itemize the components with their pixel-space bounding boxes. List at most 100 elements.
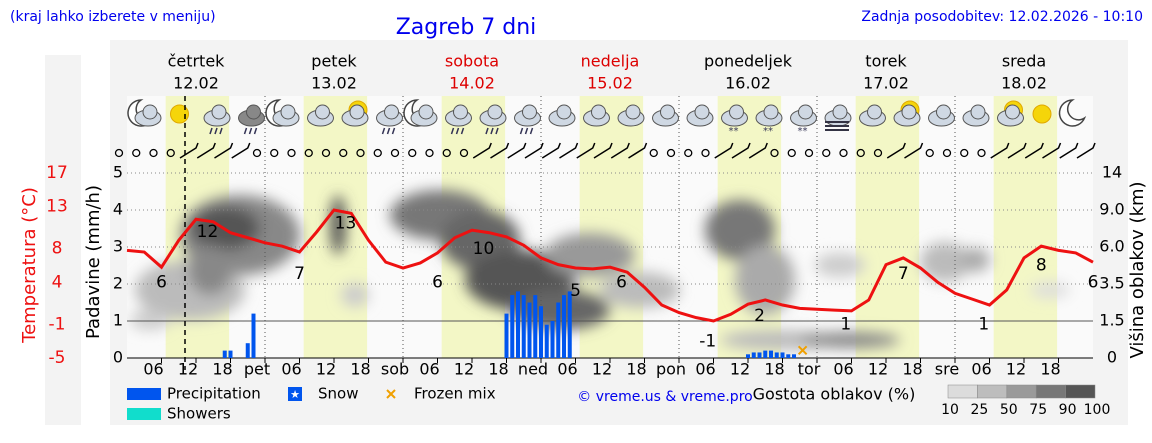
temperature-label: -1	[699, 331, 716, 351]
wind-barb	[1042, 142, 1062, 159]
t-tick-label: -5	[49, 348, 66, 368]
wind-calm	[442, 148, 451, 158]
day-name: sobota	[445, 52, 499, 71]
t-axis-title: Temperatura (°C)	[19, 187, 40, 344]
legend-label: Snow	[318, 385, 358, 403]
y2-tick-label: 3.5	[1099, 274, 1124, 293]
wind-calm	[701, 148, 710, 158]
snow-bar	[746, 354, 750, 358]
x-tick-label: 06	[419, 360, 439, 379]
rain	[209, 127, 223, 135]
y2-axis-title: Višina oblakov (km)	[1127, 181, 1148, 358]
snow-bar	[769, 350, 773, 358]
legend-swatch	[127, 408, 161, 420]
wind-calm	[787, 148, 796, 158]
wind-barb	[559, 142, 579, 159]
t-tick-label: -1	[49, 314, 66, 334]
cloud-scale-box	[947, 384, 978, 399]
wind-calm	[356, 148, 365, 158]
day-name: sreda	[1002, 52, 1046, 71]
cloud	[522, 104, 537, 120]
precip-bar	[516, 291, 520, 358]
cloud	[453, 104, 468, 120]
rain	[243, 127, 258, 135]
precip-bar	[562, 295, 566, 358]
y2-tick-label: 0	[1107, 348, 1117, 367]
cloud	[867, 104, 882, 120]
rain	[485, 127, 499, 135]
cloud	[625, 104, 641, 120]
title: Zagreb 7 dni	[396, 15, 537, 40]
snow: **	[763, 126, 773, 137]
wind-calm	[287, 148, 296, 158]
wind-calm	[373, 148, 382, 158]
x-tick-label: 12	[1006, 360, 1026, 379]
cloud	[1005, 104, 1020, 120]
precip-bar	[544, 324, 549, 358]
wind-calm	[804, 148, 814, 158]
y2-tick-label: 9.0	[1099, 200, 1124, 219]
snow-bar	[786, 354, 791, 358]
y2-tick-label: 14	[1102, 163, 1122, 182]
wind-calm	[770, 148, 779, 158]
legend-swatch	[288, 387, 302, 401]
cloud	[142, 104, 158, 120]
precip-bar	[245, 343, 250, 358]
wind-barb	[990, 142, 1010, 159]
cloud-scale-label: 50	[1000, 402, 1018, 418]
precip-bar	[533, 295, 538, 358]
y-tick-label: 0	[113, 348, 123, 367]
x-tick-label: pet	[244, 360, 270, 379]
x-tick-label: 06	[971, 360, 991, 379]
x-tick-label: 06	[143, 360, 163, 379]
temperature-label: 6	[1088, 273, 1099, 293]
temperature-label: 12	[197, 222, 219, 242]
wind-barb	[1059, 142, 1079, 159]
wind-calm	[390, 148, 400, 158]
wind-calm	[459, 148, 469, 158]
temperature-line	[126, 208, 1094, 323]
wind-calm	[960, 148, 969, 158]
wind-barb	[731, 142, 751, 159]
snow-bar	[792, 354, 796, 358]
temperature-label: 7	[294, 264, 305, 284]
wind-calm	[339, 148, 348, 158]
temperature-label: 6	[616, 273, 627, 293]
y-tick-label: 4	[113, 200, 123, 219]
x-tick-label: 12	[316, 360, 336, 379]
y2-tick-label: 6.0	[1099, 237, 1124, 256]
snow: **	[729, 126, 739, 137]
wind-calm	[684, 148, 693, 158]
wind-calm	[822, 148, 831, 158]
cloud-scale-label: 10	[941, 402, 959, 418]
legend-label: Showers	[167, 405, 231, 423]
rain	[450, 127, 465, 135]
wind-barb	[1024, 142, 1044, 159]
precip-bar	[521, 295, 526, 358]
day-date: 15.02	[587, 74, 633, 93]
snow: **	[798, 126, 808, 137]
x-tick-label: 06	[695, 360, 715, 379]
cloud	[211, 104, 227, 120]
temperature-label: 7	[898, 264, 909, 284]
wind-barb	[714, 142, 734, 159]
x-tick-label: 06	[833, 360, 853, 379]
t-tick-label: 4	[52, 272, 63, 292]
temperature-label: 13	[335, 214, 357, 234]
cloud	[418, 104, 434, 120]
wind-calm	[132, 148, 141, 158]
x-tick-label: 18	[902, 360, 922, 379]
day-name: nedelja	[581, 52, 640, 71]
cloud-scale-label: 25	[970, 402, 988, 418]
cloud	[798, 104, 813, 120]
cloud	[349, 104, 365, 120]
wind-row	[114, 142, 1096, 159]
copyright: © vreme.us & vreme.pro	[577, 389, 752, 405]
temperature-label: 5	[570, 281, 581, 301]
x-tick-label: sob	[381, 360, 409, 379]
cloud-scale-box	[1006, 384, 1037, 399]
x-tick-label: 18	[488, 360, 508, 379]
sun	[170, 104, 189, 124]
temperature-label: 6	[432, 273, 443, 293]
